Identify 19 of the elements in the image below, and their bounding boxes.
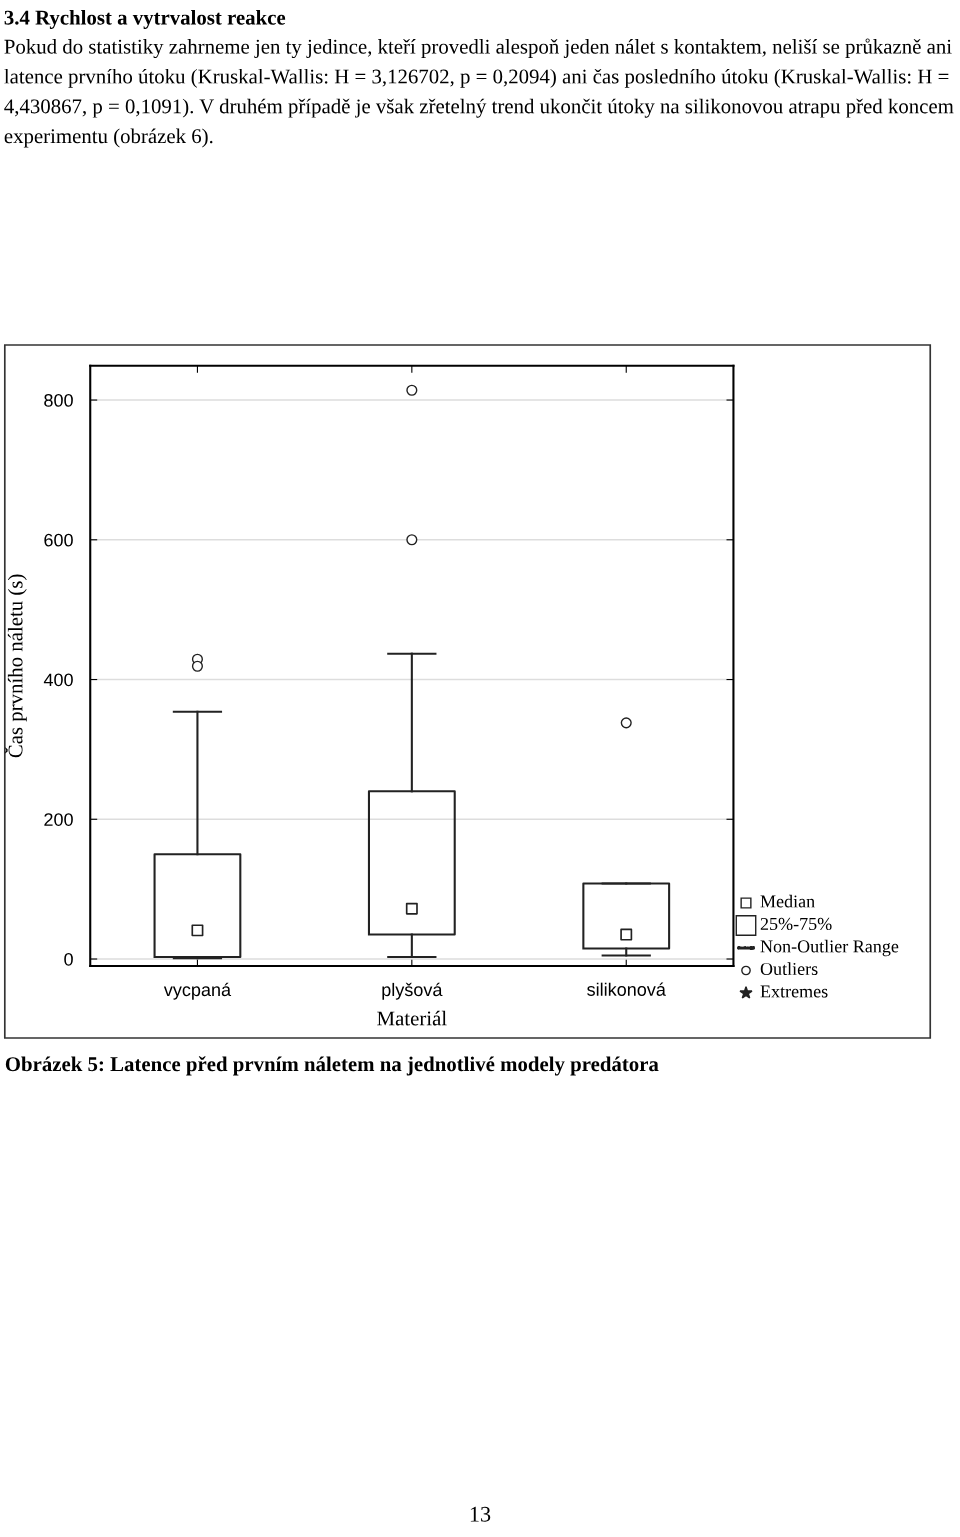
x-tick-label: silikonová: [587, 982, 666, 996]
text: Extremes: [760, 985, 828, 998]
x-tick-label: vycpaná: [163, 982, 232, 1000]
text: Obrázek 5: Latence před prvním náletem na jednotlivé modely predátora: [5, 1056, 659, 1076]
text: Outliers: [760, 962, 818, 976]
y-tick-label: 200: [44, 813, 73, 826]
y-tick-label: 800: [44, 393, 73, 407]
y-tick-label: 0: [64, 952, 73, 966]
text: Median: [760, 894, 815, 908]
y-tick-label: 400: [43, 673, 73, 687]
chart-title: 3.4 Rychlost a vytrvalost reakce: [4, 9, 286, 29]
text: Non-Outlier Range: [760, 939, 899, 957]
text: 25%-75%: [760, 917, 832, 931]
y-tick-label: 600: [44, 533, 73, 547]
x-tick-label: plyšová: [382, 982, 443, 1000]
text: 13: [470, 1506, 491, 1522]
x-axis-title: Materiál: [377, 1010, 447, 1026]
y-axis-title: Čas prvního náletu (s): [4, 574, 27, 758]
chart-subtitle: Pokud do statistiky zahrneme jen ty jedince, kteří provedli alespoň jeden nálet s kontaktem, neliší se průkazně ani latence prvního útoku (Kruskal-Wallis: H = 3,126702, p = 0,2094) ani čas posledního útoku (Kruskal-Wallis: H = 4,430867, p = 0,1091). V druhém případě je však zřetelný trend ukončit útoky na silikonovou atrapu před koncem experimentu (obrázek 6).: [4, 38, 954, 148]
